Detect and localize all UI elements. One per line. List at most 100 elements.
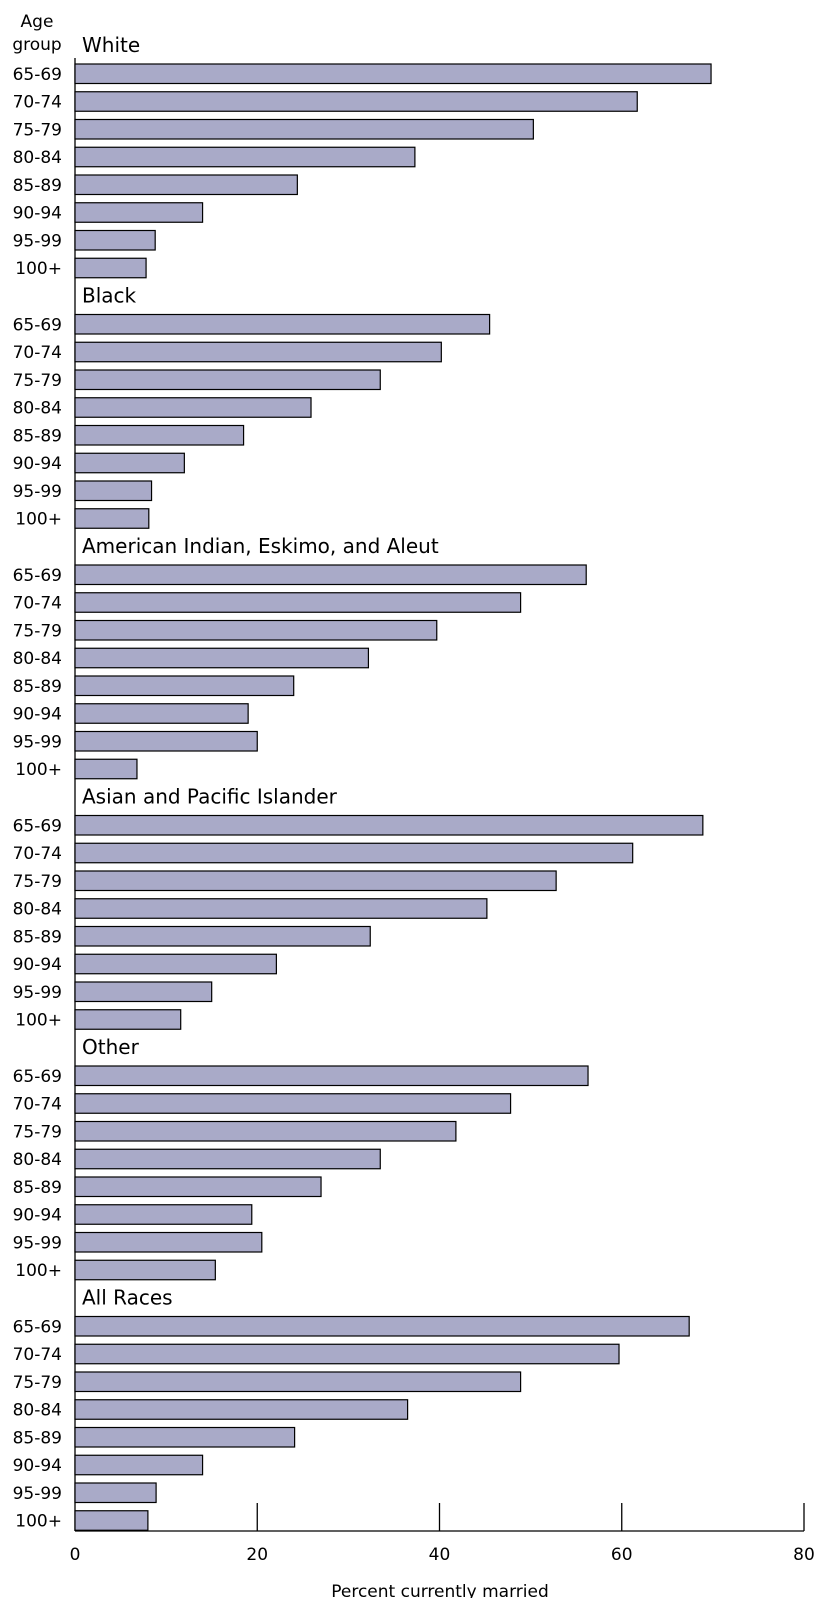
category-label: 100+ [15, 1011, 62, 1031]
category-label: 85-89 [13, 927, 62, 947]
bar [74, 1148, 381, 1170]
category-label: 65-69 [13, 1317, 62, 1337]
bar [74, 1399, 409, 1420]
category-label: 85-89 [13, 677, 62, 697]
bar [74, 1482, 157, 1504]
category-label: 75-79 [13, 1122, 62, 1142]
group-american-indian-eskimo-and-aleut: American Indian, Eskimo, and Aleut 65-69 7… [13, 534, 587, 780]
category-label: 70-74 [13, 844, 62, 864]
bar [74, 63, 712, 85]
bar [74, 1426, 296, 1448]
group-title: All Races [82, 1286, 173, 1310]
group-white: White 65-69 70-74 75-79 80-84 85-89 90-94 95-99… [13, 33, 712, 279]
bar [74, 452, 185, 474]
category-label: 70-74 [13, 343, 62, 363]
category-label: 95-99 [13, 1484, 62, 1504]
bar [74, 341, 442, 363]
bar [74, 369, 381, 391]
category-label: 80-84 [13, 399, 62, 419]
bar [74, 758, 138, 780]
bar [74, 1510, 149, 1531]
bar [74, 564, 587, 586]
group-title: Black [82, 284, 137, 308]
category-label: 80-84 [13, 1401, 62, 1421]
category-label: 85-89 [13, 426, 62, 446]
bar [74, 981, 213, 1003]
group-other: Other 65-69 70-74 75-79 80-84 85-89 90-94 95-99… [13, 1035, 589, 1281]
bar [74, 257, 147, 279]
bar [74, 118, 534, 140]
bar [74, 1259, 216, 1281]
bar [74, 424, 245, 446]
bar [74, 647, 370, 669]
bar [74, 675, 295, 697]
bar [74, 1343, 620, 1365]
bar [74, 925, 371, 947]
bar [74, 1454, 204, 1476]
category-label: 75-79 [13, 621, 62, 641]
bar [74, 1176, 322, 1198]
category-label: 65-69 [13, 315, 62, 335]
category-label: 90-94 [13, 454, 62, 474]
category-label: 75-79 [13, 371, 62, 391]
category-label: 85-89 [13, 176, 62, 196]
bar [74, 814, 704, 836]
bar [74, 313, 491, 335]
bar [74, 91, 638, 112]
x-tick-label: 0 [70, 1545, 81, 1565]
bar [74, 1371, 522, 1393]
bar [74, 1093, 512, 1114]
category-label: 95-99 [13, 1233, 62, 1253]
y-axis-title-line2: group [12, 35, 61, 55]
category-label: 65-69 [13, 65, 62, 85]
bar [74, 730, 258, 752]
category-label: 85-89 [13, 1178, 62, 1198]
category-label: 100+ [15, 1512, 62, 1532]
group-title: American Indian, Eskimo, and Aleut [82, 534, 439, 558]
bar [74, 619, 438, 641]
bar [74, 1065, 589, 1087]
x-tick-label: 20 [246, 1545, 268, 1565]
category-label: 90-94 [13, 204, 62, 224]
bar [74, 898, 488, 919]
category-label: 100+ [15, 1261, 62, 1281]
category-label: 75-79 [13, 120, 62, 140]
bar [74, 1120, 457, 1142]
category-label: 80-84 [13, 1150, 62, 1170]
category-label: 70-74 [13, 93, 62, 113]
category-label: 100+ [15, 259, 62, 279]
category-label: 90-94 [13, 1456, 62, 1476]
bar [74, 953, 277, 975]
category-label: 70-74 [13, 1095, 62, 1115]
x-ticks: 0 20 40 60 80 [70, 1503, 815, 1565]
category-label: 90-94 [13, 955, 62, 975]
x-tick-label: 60 [611, 1545, 633, 1565]
category-label: 90-94 [13, 705, 62, 725]
bar [74, 1009, 182, 1030]
category-label: 95-99 [13, 231, 62, 251]
category-label: 75-79 [13, 1373, 62, 1393]
bar [74, 397, 312, 418]
bar [74, 703, 249, 724]
bar [74, 870, 557, 892]
category-label: 90-94 [13, 1206, 62, 1226]
bar [74, 592, 522, 613]
x-tick-label: 80 [793, 1545, 815, 1565]
category-label: 75-79 [13, 872, 62, 892]
bar [74, 1315, 690, 1337]
group-all-races: All Races 65-69 70-74 75-79 80-84 85-89 90-94 9… [13, 1286, 690, 1532]
category-label: 80-84 [13, 649, 62, 669]
category-label: 70-74 [13, 594, 62, 614]
category-label: 80-84 [13, 148, 62, 168]
x-tick-label: 40 [429, 1545, 451, 1565]
category-label: 70-74 [13, 1345, 62, 1365]
category-label: 100+ [15, 510, 62, 530]
bar-groups: White 65-69 70-74 75-79 80-84 85-89 90-94 95-99… [13, 33, 712, 1532]
bar [74, 1231, 263, 1253]
bar [74, 229, 156, 251]
category-label: 85-89 [13, 1428, 62, 1448]
y-axis-title-line1: Age [21, 12, 54, 32]
category-label: 80-84 [13, 900, 62, 920]
group-title: Other [82, 1035, 140, 1059]
